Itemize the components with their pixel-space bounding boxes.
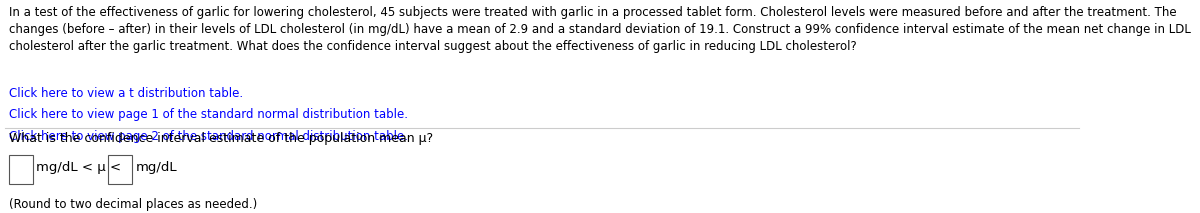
Text: In a test of the effectiveness of garlic for lowering cholesterol, 45 subjects w: In a test of the effectiveness of garlic… bbox=[8, 6, 1190, 53]
Text: mg/dL: mg/dL bbox=[136, 161, 178, 174]
Text: Click here to view a t distribution table.: Click here to view a t distribution tabl… bbox=[8, 87, 242, 100]
Text: Click here to view page 2 of the standard normal distribution table.: Click here to view page 2 of the standar… bbox=[8, 130, 408, 143]
Text: What is the confidence interval estimate of the population mean μ?: What is the confidence interval estimate… bbox=[8, 132, 433, 145]
FancyBboxPatch shape bbox=[108, 155, 132, 184]
Text: Click here to view page 1 of the standard normal distribution table.: Click here to view page 1 of the standar… bbox=[8, 108, 408, 121]
Text: mg/dL < μ <: mg/dL < μ < bbox=[36, 161, 121, 174]
Text: (Round to two decimal places as needed.): (Round to two decimal places as needed.) bbox=[8, 198, 257, 211]
FancyBboxPatch shape bbox=[8, 155, 32, 184]
